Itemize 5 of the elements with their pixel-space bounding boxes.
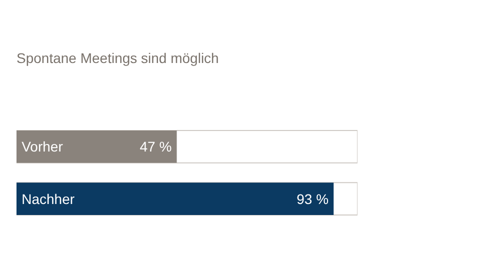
chart-title: Spontane Meetings sind möglich: [16, 50, 219, 66]
data-label: 93 %: [296, 190, 329, 207]
y-tick-label: Nachher: [22, 190, 75, 207]
data-label: 47 %: [140, 138, 172, 155]
y-tick-label: Vorher: [22, 138, 64, 155]
